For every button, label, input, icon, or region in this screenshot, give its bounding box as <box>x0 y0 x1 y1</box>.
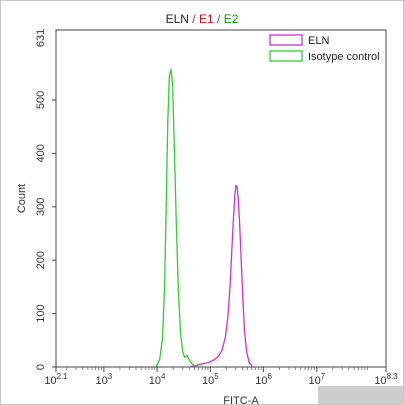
series-curve <box>154 68 198 368</box>
title-name: ELN <box>165 12 189 26</box>
title-e1: E1 <box>198 12 214 26</box>
y-tick-label: 300 <box>35 198 47 216</box>
y-axis-title: Count <box>16 184 28 213</box>
legend-label: ELN <box>308 35 329 47</box>
x-tick-label: 105 <box>202 372 219 387</box>
y-tick-label: 100 <box>35 304 47 322</box>
x-tick-label: 102.1 <box>44 372 68 387</box>
y-max-label: 631 <box>35 29 47 47</box>
x-tick-label: 108.3 <box>374 372 398 387</box>
x-tick-label: 103 <box>96 372 113 387</box>
x-tick-label: 107 <box>308 372 325 387</box>
y-tick-label: 0 <box>35 364 47 370</box>
legend-label: Isotype control <box>308 51 380 63</box>
series-curve <box>188 184 254 368</box>
legend-swatch <box>269 50 303 62</box>
title-e2: E2 <box>223 12 239 26</box>
x-axis-title: FITC-A <box>223 395 259 405</box>
legend-box <box>258 32 385 66</box>
chart-title: ELN / E1 / E2 <box>0 12 404 26</box>
title-separator-2: / <box>213 12 224 26</box>
legend-swatch <box>269 34 303 46</box>
x-tick-label: 104 <box>149 372 166 387</box>
y-tick-label: 400 <box>35 144 47 162</box>
y-tick-label: 500 <box>35 91 47 109</box>
x-tick-label: 106 <box>255 372 272 387</box>
plot-frame <box>55 29 387 368</box>
y-tick-label: 200 <box>35 251 47 269</box>
blurred-overlay <box>318 386 404 405</box>
title-separator-1: / <box>188 12 199 26</box>
